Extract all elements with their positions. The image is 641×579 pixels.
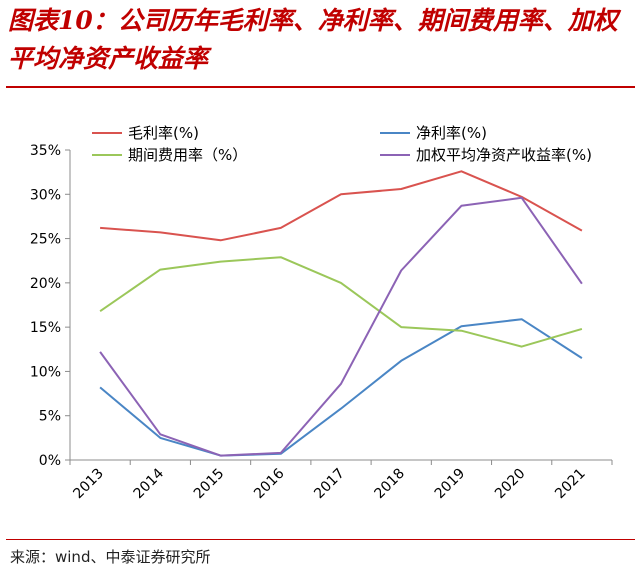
source-note: 来源：wind、中泰证券研究所	[10, 548, 211, 566]
source-rule	[6, 539, 635, 540]
y-tick-label: 0%	[39, 453, 61, 469]
series-line	[100, 170, 583, 242]
y-tick-label: 10%	[30, 364, 61, 380]
y-tick-label: 35%	[30, 143, 61, 159]
legend-label: 期间费用率（%）	[128, 146, 247, 164]
figure-title: 图表10：公司历年毛利率、净利率、期间费用率、加权平均净资产收益率	[8, 6, 618, 73]
x-tick-label: 2017	[311, 466, 348, 503]
x-tick-label: 2016	[251, 465, 288, 502]
chart-axes: 0% 5% 10% 15% 20% 25% 30% 35% 2013 2014 2015 2016 20…	[30, 143, 613, 503]
x-tick-label: 2015	[191, 466, 228, 503]
y-tick-label: 15%	[30, 320, 61, 336]
x-tick-label: 2018	[372, 466, 409, 503]
legend-label: 毛利率(%)	[128, 124, 199, 142]
y-tick-label: 5%	[39, 409, 61, 425]
y-tick-label: 30%	[30, 187, 61, 203]
legend-label: 净利率(%)	[416, 124, 487, 142]
y-tick-label: 25%	[30, 232, 61, 248]
series-line	[99, 256, 583, 348]
x-tick-label: 2019	[432, 466, 469, 503]
series-line	[99, 196, 583, 457]
series-line	[99, 318, 583, 457]
x-tick-label: 2014	[131, 465, 168, 502]
x-tick-label: 2021	[552, 466, 589, 503]
chart-legend: 毛利率(%) 净利率(%) 期间费用率（%） 加权平均净资产收益率(%)	[92, 124, 592, 164]
x-tick-label: 2020	[492, 466, 529, 503]
chart-series	[99, 170, 583, 457]
title-rule	[6, 86, 635, 88]
x-tick-label: 2013	[70, 466, 107, 503]
line-chart: 0% 5% 10% 15% 20% 25% 30% 35% 2013 2014 2015 2016 20…	[30, 124, 613, 503]
legend-label: 加权平均净资产收益率(%)	[416, 146, 592, 164]
y-tick-label: 20%	[30, 276, 61, 292]
